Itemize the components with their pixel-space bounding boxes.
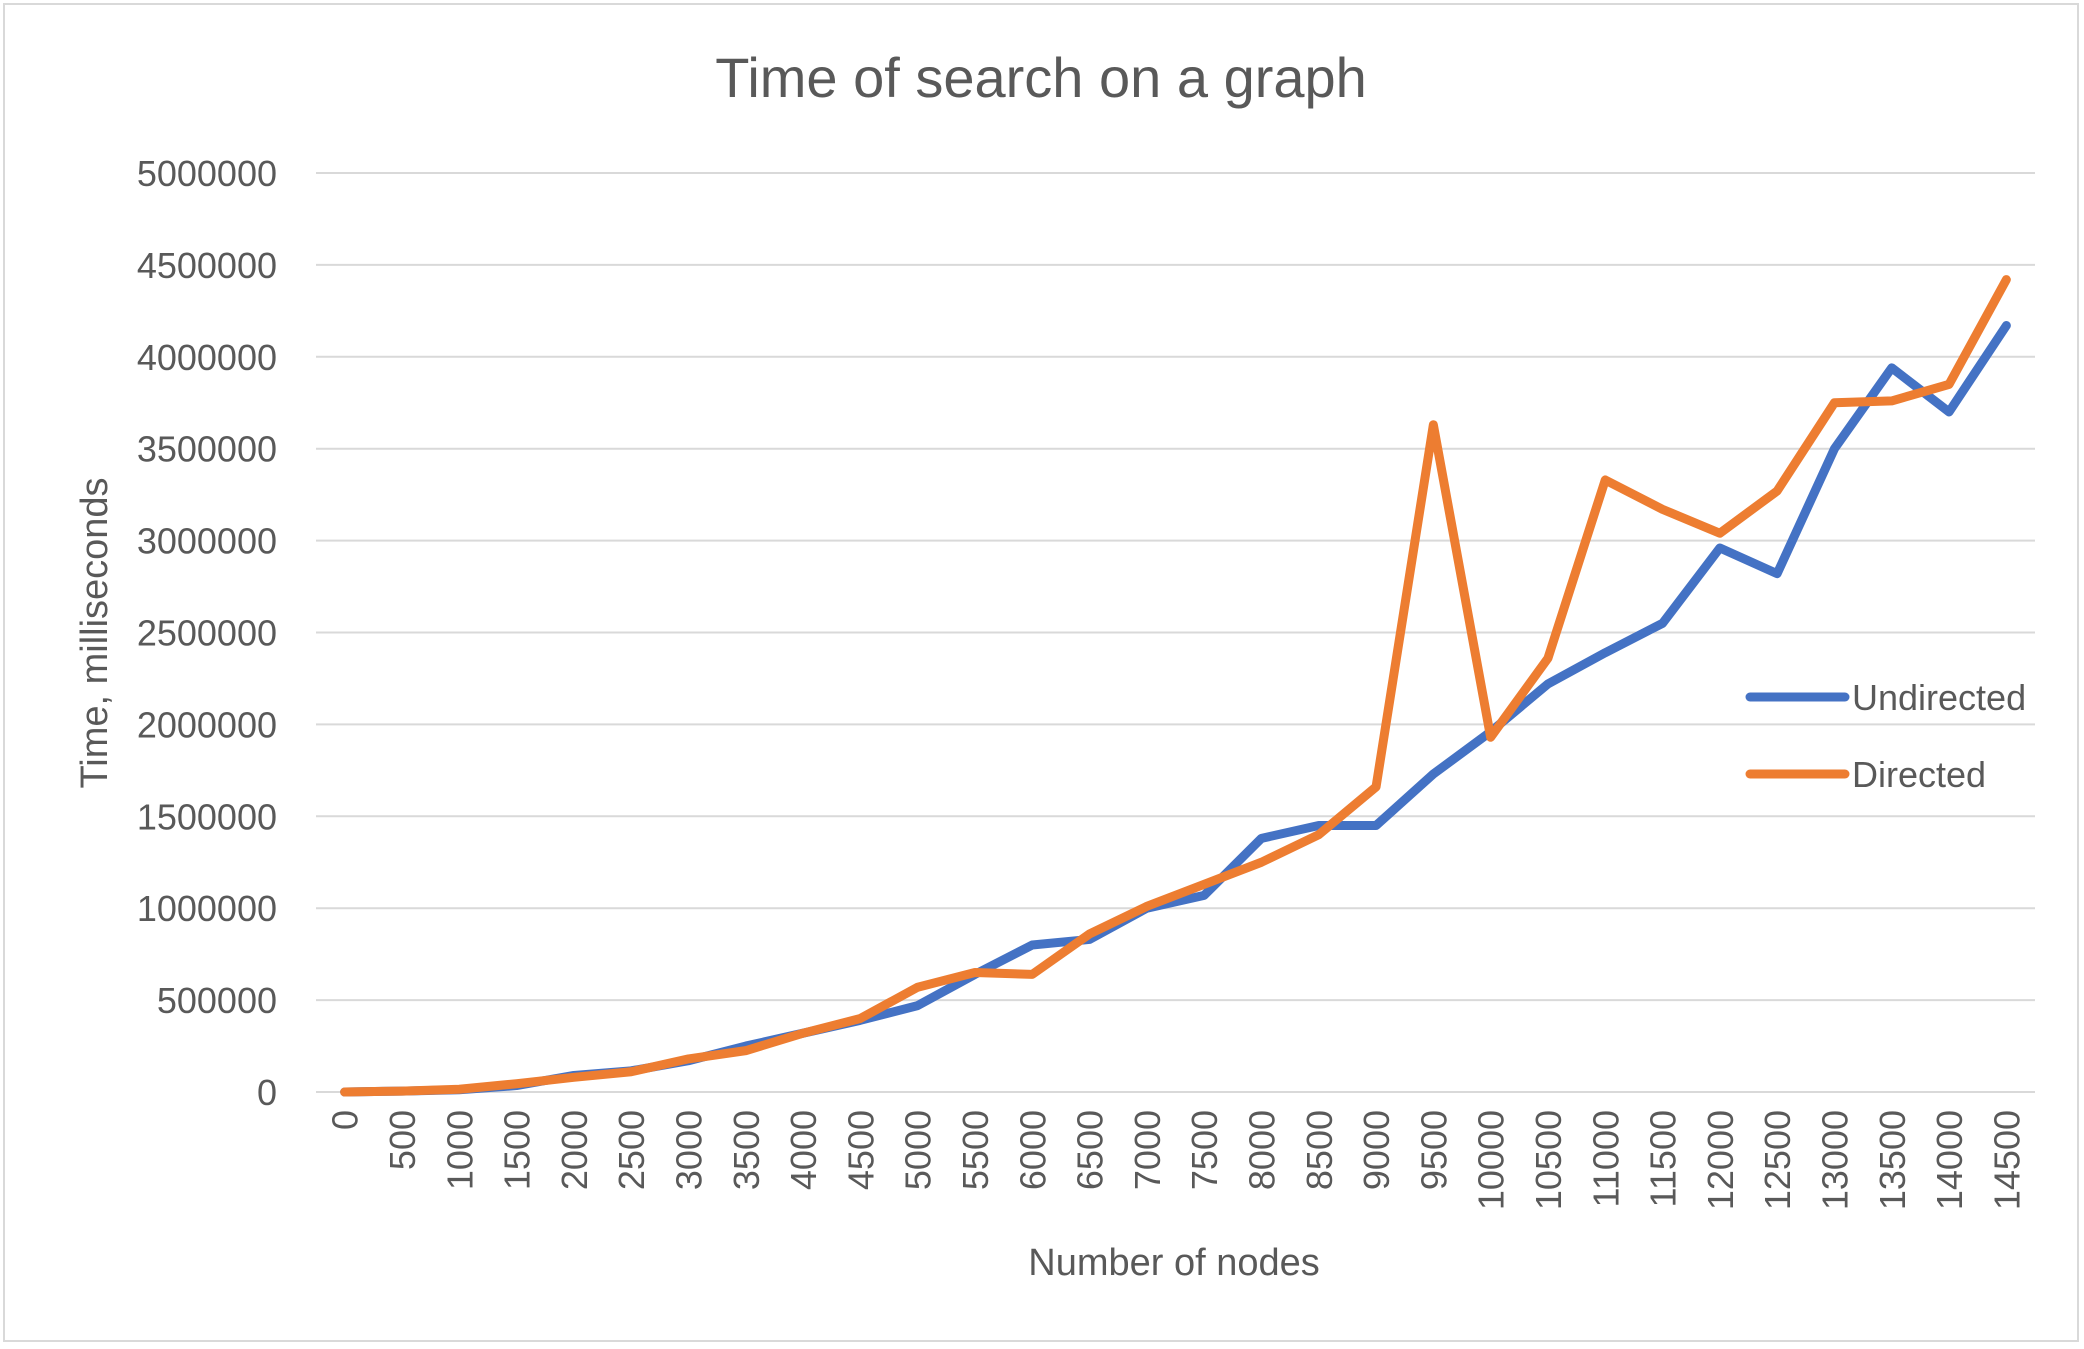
x-tick-label-0: 0 [325,1110,366,1130]
y-axis: 0 500000 1000000 1500000 2000000 2500000 30000… [137,153,277,1113]
x-axis-title: Number of nodes [1028,1242,1320,1284]
x-tick-label-10: 5000 [898,1110,939,1190]
y-axis-title: Time, milliseconds [74,477,116,788]
legend-label-undirected: Undirected [1852,677,2026,718]
x-tick-label-23: 11500 [1643,1110,1684,1207]
x-tick-label-12: 6000 [1012,1110,1053,1190]
x-tick-label-4: 2000 [554,1110,595,1190]
series-line-undirected [345,326,2007,1092]
y-tick-label-2: 1000000 [137,888,277,929]
x-tick-label-9: 4500 [840,1110,881,1190]
x-axis: 0 500 1000 1500 2000 2500 3000 3500 4000 4500 5000… [325,1110,2028,1210]
x-tick-label-24: 12000 [1700,1110,1741,1210]
y-tick-label-8: 4000000 [137,337,277,378]
x-tick-label-5: 2500 [611,1110,652,1190]
x-tick-label-2: 1000 [439,1110,480,1190]
x-tick-label-27: 13500 [1872,1110,1913,1210]
y-tick-label-0: 0 [257,1072,277,1113]
legend: Undirected Directed [1750,677,2026,795]
x-tick-label-21: 10500 [1528,1110,1569,1210]
x-tick-label-26: 13000 [1814,1110,1855,1210]
x-tick-label-22: 11000 [1585,1110,1626,1207]
x-tick-label-14: 7000 [1127,1110,1168,1190]
x-tick-label-16: 8000 [1241,1110,1282,1190]
x-tick-label-8: 4000 [783,1110,824,1190]
y-tick-label-10: 5000000 [137,153,277,194]
y-tick-label-5: 2500000 [137,613,277,654]
x-tick-label-29: 14500 [1986,1110,2027,1210]
x-tick-label-28: 14000 [1929,1110,1970,1210]
series-layer [345,280,2007,1093]
x-tick-label-17: 8500 [1299,1110,1340,1190]
y-tick-label-3: 1500000 [137,796,277,837]
x-tick-label-6: 3000 [668,1110,709,1190]
x-tick-label-19: 9500 [1413,1110,1454,1190]
chart-title: Time of search on a graph [715,46,1367,109]
x-tick-label-20: 10000 [1471,1110,1512,1210]
y-tick-label-6: 3000000 [137,521,277,562]
grid-lines [316,173,2035,1092]
x-tick-label-7: 3500 [726,1110,767,1190]
y-tick-label-4: 2000000 [137,704,277,745]
x-tick-label-3: 1500 [497,1110,538,1190]
x-tick-label-15: 7500 [1184,1110,1225,1190]
y-tick-label-9: 4500000 [137,245,277,286]
y-tick-label-7: 3500000 [137,429,277,470]
y-tick-label-1: 500000 [157,980,277,1021]
x-tick-label-11: 5500 [955,1110,996,1190]
line-chart: Time of search on a graph 05000001000000… [5,5,2081,1344]
x-tick-label-13: 6500 [1070,1110,1111,1190]
x-tick-label-25: 12500 [1757,1110,1798,1210]
x-tick-label-1: 500 [382,1110,423,1170]
legend-label-directed: Directed [1852,754,1986,795]
series-line-directed [345,280,2007,1092]
x-tick-label-18: 9000 [1356,1110,1397,1190]
